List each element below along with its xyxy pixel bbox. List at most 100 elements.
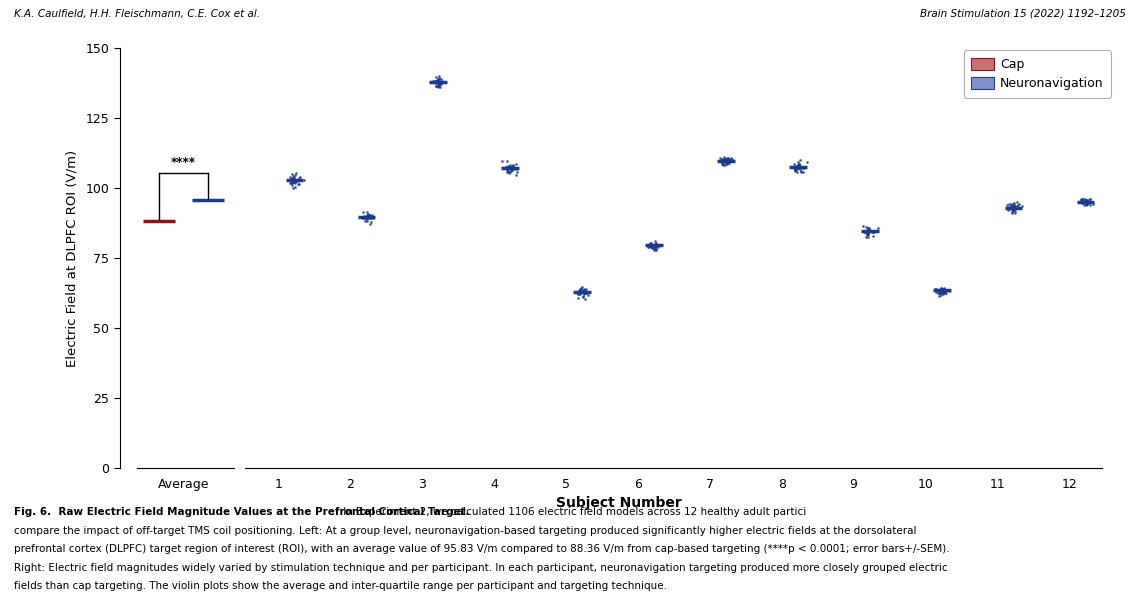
Point [719,158,738,167]
Point [714,160,732,169]
Point [714,155,732,165]
Point [933,286,951,296]
Point [1002,205,1020,214]
Point [503,162,521,172]
Point [999,204,1017,214]
Point [287,168,306,178]
Point [1081,194,1099,204]
Point [507,164,526,173]
Point [934,288,952,298]
Point [936,283,954,293]
Point [858,228,877,238]
Point [645,239,663,249]
Point [283,169,301,179]
Point [795,163,813,173]
Point [791,167,809,177]
Point [1004,203,1023,212]
Point [864,227,882,236]
Point [291,173,309,182]
Point [429,75,447,85]
Point [1073,194,1091,203]
Point [719,154,738,163]
Point [506,170,524,180]
Point [577,284,595,294]
Point [858,229,877,239]
Point [578,290,596,299]
Point [858,224,877,233]
Point [854,226,872,236]
Point [931,288,950,298]
Point [430,76,448,86]
Point [929,285,947,295]
Point [569,290,587,299]
Point [497,166,515,175]
Point [856,227,874,237]
Point [503,165,521,175]
Point [499,163,518,172]
Point [642,242,660,251]
Point [575,289,593,298]
Point [860,229,878,239]
Point [355,213,373,223]
Point [933,287,951,297]
Point [646,238,665,248]
Point [644,240,662,250]
Point [648,244,666,254]
Point [430,74,448,83]
Point [716,154,734,164]
Point [717,154,735,164]
Point [358,211,376,220]
Point [504,164,522,174]
Point [286,176,304,186]
Point [935,287,953,296]
Point [503,164,521,174]
Point [792,166,811,175]
Point [572,287,591,296]
Point [645,242,663,251]
Point [358,212,376,222]
Point [646,240,665,250]
Point [499,166,518,176]
Point [283,175,301,184]
Point [428,81,446,91]
Point [645,242,663,252]
Text: K.A. Caulfield, H.H. Fleischmann, C.E. Cox et al.: K.A. Caulfield, H.H. Fleischmann, C.E. C… [14,9,260,19]
Point [857,232,876,242]
Point [797,157,815,167]
Point [573,286,592,295]
Point [282,175,300,185]
Point [1004,199,1023,208]
Point [284,183,302,193]
Point [433,77,451,87]
Point [644,240,662,250]
Point [571,285,589,295]
Point [358,212,376,222]
Point [718,157,736,166]
Point [577,288,595,298]
Point [860,226,878,235]
Point [857,226,876,236]
Point [788,163,806,172]
Point [426,76,445,86]
Point [353,208,372,217]
Point [935,289,953,299]
Point [500,162,519,172]
Point [644,243,662,253]
Point [1000,199,1018,209]
Point [1083,197,1101,206]
Point [496,163,514,172]
Point [570,286,588,295]
Point [1075,197,1093,207]
Point [496,163,514,173]
Point [358,217,376,226]
Point [790,162,808,172]
Point [498,161,516,171]
Point [1012,201,1031,211]
Point [358,208,376,217]
Point [571,289,589,299]
Point [642,238,660,248]
Point [290,175,308,185]
Point [642,239,660,249]
Point [1003,208,1021,217]
Text: Brain Stimulation 15 (2022) 1192–1205: Brain Stimulation 15 (2022) 1192–1205 [920,9,1126,19]
